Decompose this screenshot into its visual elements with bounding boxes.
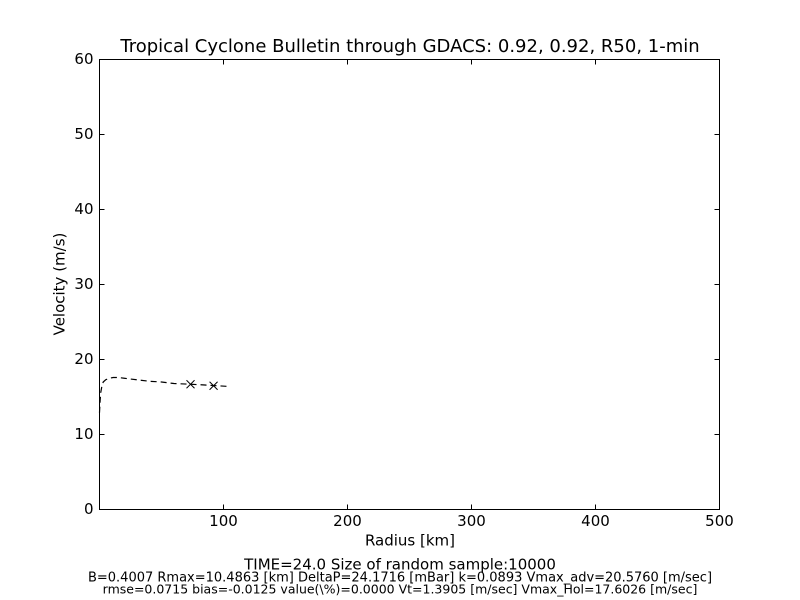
annotation: TIME=24.0 Size of random sample:10000 <box>243 556 556 574</box>
chart-title: Tropical Cyclone Bulletin through GDACS:… <box>119 36 699 57</box>
y-axis-label: Velocity (m/s) <box>51 233 69 336</box>
plot-frame <box>99 59 720 510</box>
marker <box>186 379 195 389</box>
line <box>98 376 230 413</box>
x-tick-label: 500 <box>705 512 734 530</box>
x-tick-label: 300 <box>457 512 486 530</box>
x-tick-label: 200 <box>333 512 362 530</box>
x-tick-label: 100 <box>209 512 238 530</box>
y-tick-label: 40 <box>74 200 93 218</box>
marker <box>209 381 218 391</box>
annotation: B=0.4007 Rmax=10.4863 [km] DeltaP=24.171… <box>88 571 712 586</box>
y-tick-label: 30 <box>74 275 93 293</box>
y-tick-label: 20 <box>74 350 93 368</box>
y-tick-label: 10 <box>74 425 93 443</box>
y-tick-label: 50 <box>74 125 93 143</box>
y-tick-label: 60 <box>74 50 93 68</box>
y-tick-label: 0 <box>84 500 94 518</box>
x-axis-label: Radius [km] <box>365 532 455 550</box>
x-tick-label: 400 <box>581 512 610 530</box>
annotation: rmse=0.0715 bias=-0.0125 value(\%)=0.000… <box>103 582 698 597</box>
